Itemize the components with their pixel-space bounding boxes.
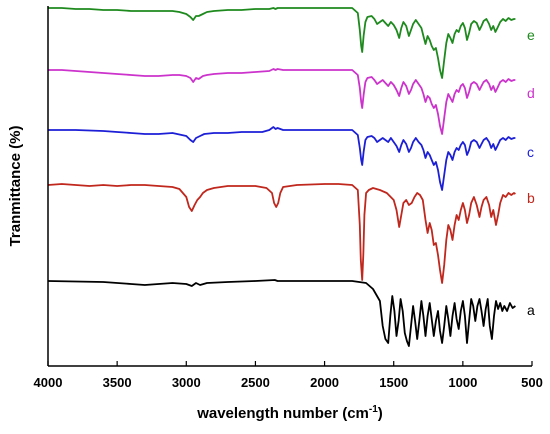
x-tick-label: 4000: [34, 375, 63, 390]
series-label-b: b: [527, 190, 535, 206]
series-line-a: [47, 279, 516, 347]
series-label-a: a: [527, 302, 535, 318]
x-tick-label: 2500: [241, 375, 270, 390]
series-labels: a b c d e: [527, 27, 535, 318]
x-axis-title-sup: -1: [369, 404, 378, 415]
series-line-e: [48, 7, 516, 79]
x-tick-label: 500: [521, 375, 543, 390]
x-ticks: 4000 3500 3000 2500 2000 1500 1000 500: [34, 361, 543, 390]
x-tick-label: 1500: [379, 375, 408, 390]
series-label-e: e: [527, 27, 535, 43]
x-tick-label: 1000: [448, 375, 477, 390]
series-line-d: [48, 68, 516, 135]
x-axis-title-main: wavelength number (cm: [196, 405, 369, 422]
x-tick-label: 3000: [172, 375, 201, 390]
x-axis-title: wavelength number (cm-1): [196, 404, 383, 422]
plot-area: [47, 7, 516, 347]
x-axis-title-end: ): [378, 405, 383, 422]
series-label-c: c: [527, 144, 534, 160]
x-tick-label: 3500: [103, 375, 132, 390]
series-line-b: [47, 183, 516, 284]
series-line-c: [48, 126, 516, 191]
x-tick-label: 2000: [310, 375, 339, 390]
y-axis-title: Tranmittance (%): [7, 126, 24, 247]
axes: [47, 6, 532, 367]
series-label-d: d: [527, 85, 535, 101]
